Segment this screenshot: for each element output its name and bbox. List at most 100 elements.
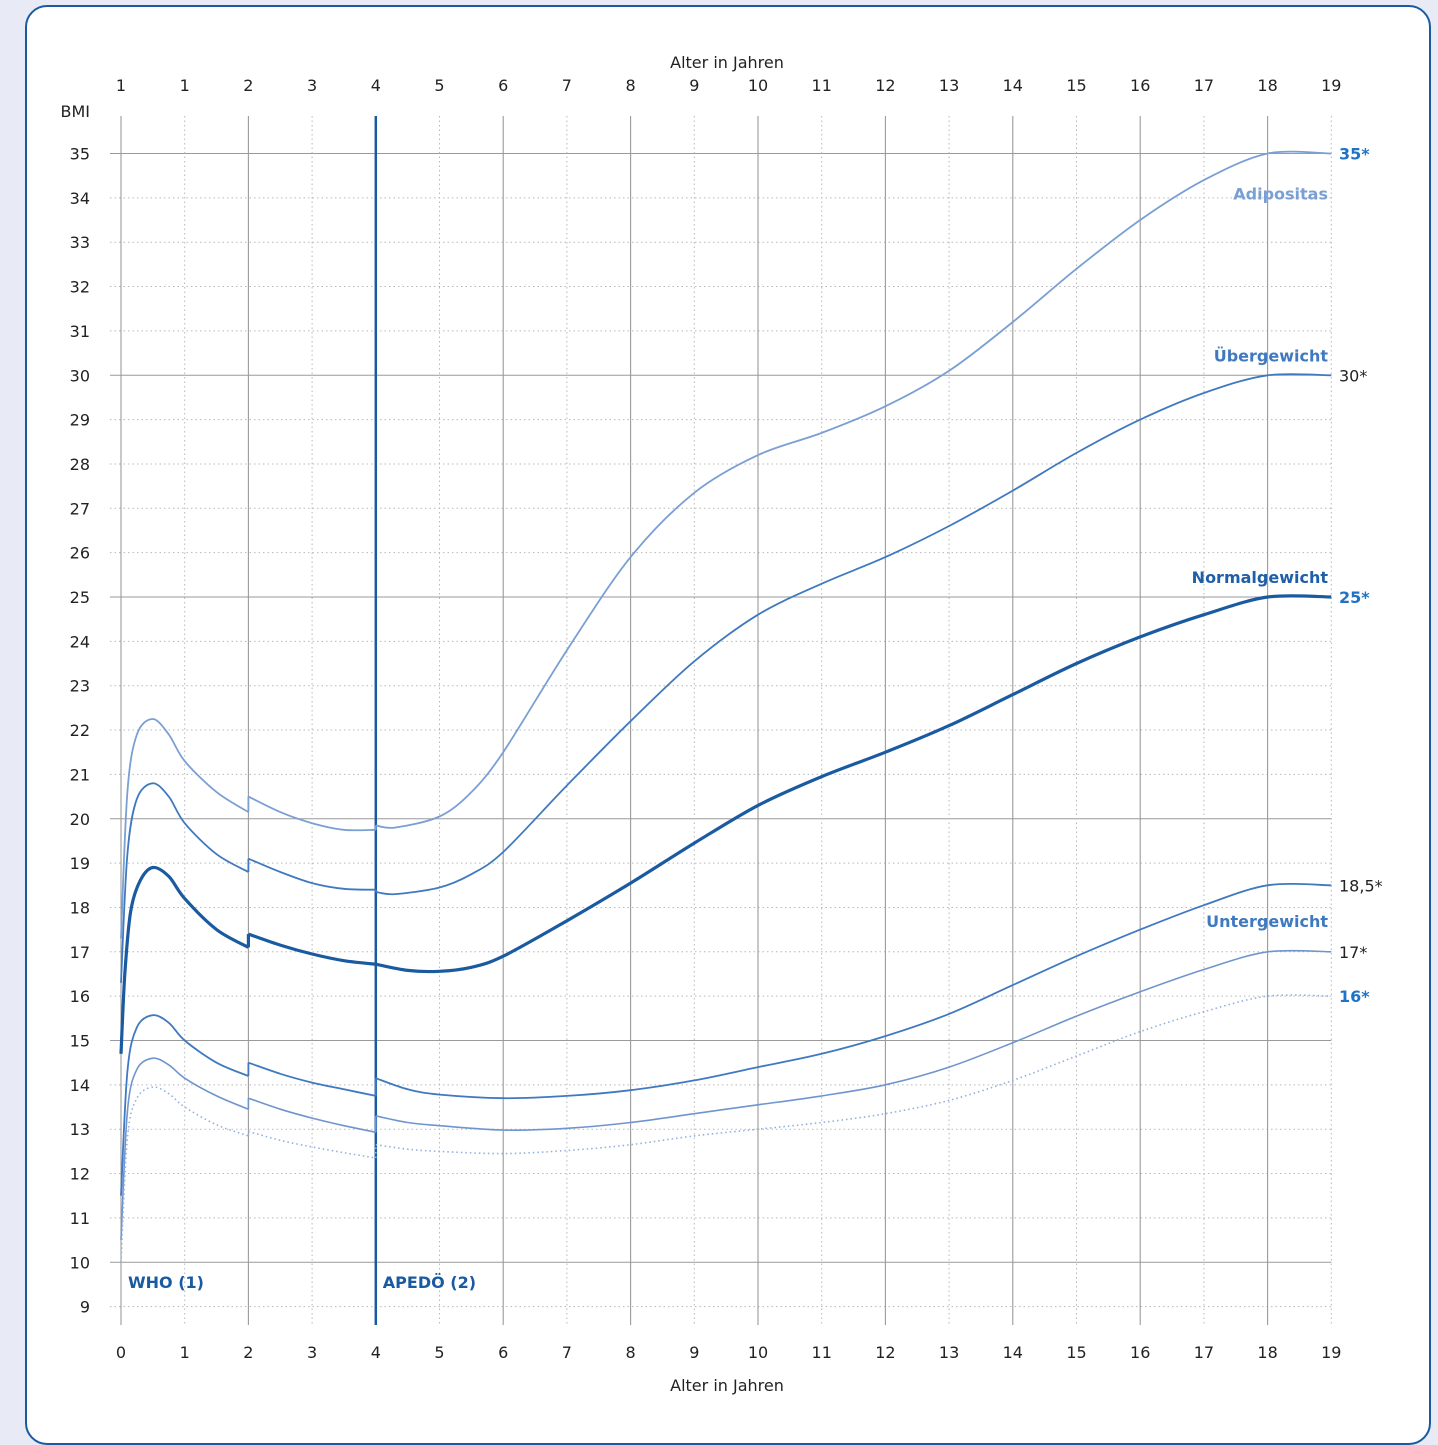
x-tick-label-top: 4: [371, 76, 381, 95]
reference-label: 25*: [1339, 588, 1370, 607]
x-tick-label-bottom: 17: [1194, 1343, 1214, 1362]
y-tick-label: 33: [70, 233, 90, 252]
x-tick-label-bottom: 6: [498, 1343, 508, 1362]
reference-label: 30*: [1339, 366, 1367, 385]
series-line-p16: [375, 994, 1332, 1155]
x-tick-label-bottom: 9: [689, 1343, 699, 1362]
y-tick-label: 18: [70, 898, 90, 917]
x-axis-title-bottom: Alter in Jahren: [670, 1376, 784, 1395]
series-line-p185: [248, 1061, 376, 1097]
y-tick-label: 29: [70, 411, 90, 430]
x-tick-label-top: 3: [307, 76, 317, 95]
y-tick-label: 20: [70, 810, 90, 829]
chart-frame: [25, 5, 1431, 1445]
series-line-p185: [375, 882, 1332, 1100]
x-tick-label-top: 2: [243, 76, 253, 95]
region-label: WHO (1): [128, 1273, 204, 1292]
x-tick-label-bottom: 13: [939, 1343, 959, 1362]
y-tick-label: 27: [70, 499, 90, 518]
x-tick-label-bottom: 19: [1321, 1343, 1341, 1362]
category-label: Untergewicht: [1206, 912, 1328, 931]
x-tick-label-top: 10: [748, 76, 768, 95]
y-tick-label: 9: [80, 1298, 90, 1317]
series-line-p25: [247, 932, 376, 966]
x-tick-label-top: 9: [689, 76, 699, 95]
x-tick-label-bottom: 10: [748, 1343, 768, 1362]
y-tick-label: 15: [70, 1032, 90, 1051]
series-line-p16: [248, 1130, 376, 1159]
y-tick-label: 32: [70, 278, 90, 297]
series-line-p25: [119, 865, 250, 1054]
y-tick-label: 13: [70, 1120, 90, 1139]
x-tick-label-top: 16: [1130, 76, 1150, 95]
x-tick-label-bottom: 18: [1257, 1343, 1277, 1362]
x-tick-label-top: 17: [1194, 76, 1214, 95]
x-tick-label-bottom: 3: [307, 1343, 317, 1362]
x-tick-label-top: 8: [626, 76, 636, 95]
y-tick-label: 14: [70, 1076, 90, 1095]
x-tick-label-top: 1: [116, 76, 126, 95]
y-tick-label: 26: [70, 544, 90, 563]
x-tick-label-top: 18: [1257, 76, 1277, 95]
y-tick-label: 11: [70, 1209, 90, 1228]
series-line-p30: [120, 782, 249, 983]
series-line-p35: [375, 150, 1332, 829]
x-tick-label-bottom: 12: [875, 1343, 895, 1362]
x-tick-label-bottom: 8: [626, 1343, 636, 1362]
series-line-p35: [248, 795, 376, 832]
series-line-p25: [375, 594, 1332, 974]
x-tick-label-bottom: 5: [434, 1343, 444, 1362]
reference-label: 18,5*: [1339, 876, 1383, 895]
y-tick-label: 23: [70, 677, 90, 696]
reference-lines: 35* 30* 25* 18,5* 17* 16*: [1339, 145, 1383, 1007]
x-tick-label-bottom: 1: [180, 1343, 190, 1362]
x-tick-label-top: 13: [939, 76, 959, 95]
series-line-p35: [120, 718, 249, 939]
labels: 9101112131415161718192021222324252627282…: [70, 76, 1342, 1362]
series-line-p30: [248, 857, 376, 891]
category-label: Adipositas: [1233, 184, 1328, 203]
y-axis-title: BMI: [61, 102, 91, 121]
x-tick-label-top: 11: [812, 76, 832, 95]
y-tick-label: 24: [70, 632, 90, 651]
category-label: Normalgewicht: [1192, 568, 1329, 587]
series-line-p17: [120, 1057, 249, 1241]
reference-label: 16*: [1339, 987, 1370, 1006]
y-tick-label: 22: [70, 721, 90, 740]
series-lines: [119, 150, 1332, 1263]
y-tick-label: 17: [70, 943, 90, 962]
x-tick-label-top: 19: [1321, 76, 1341, 95]
grid: [110, 116, 1332, 1325]
region-label: APEDÖ (2): [383, 1273, 476, 1292]
y-tick-label: 31: [70, 322, 90, 341]
x-tick-label-bottom: 2: [243, 1343, 253, 1362]
category-label: Übergewicht: [1214, 346, 1329, 365]
x-axis-title-top: Alter in Jahren: [670, 53, 784, 72]
x-tick-label-top: 1: [180, 76, 190, 95]
y-tick-label: 25: [70, 588, 90, 607]
x-tick-label-bottom: 15: [1066, 1343, 1086, 1362]
y-tick-label: 30: [70, 366, 90, 385]
series-line-p185: [120, 1014, 249, 1196]
series-line-p17: [248, 1097, 376, 1134]
x-tick-label-bottom: 11: [812, 1343, 832, 1362]
x-tick-label-top: 7: [562, 76, 572, 95]
y-tick-label: 12: [70, 1165, 90, 1184]
y-tick-label: 34: [70, 189, 90, 208]
series-line-p17: [375, 949, 1332, 1131]
x-tick-label-top: 12: [875, 76, 895, 95]
x-tick-label-bottom: 4: [371, 1343, 381, 1362]
series-line-p30: [375, 373, 1332, 896]
y-tick-label: 28: [70, 455, 90, 474]
series-line-p16: [120, 1086, 249, 1263]
reference-label: 35*: [1339, 145, 1370, 164]
x-tick-label-top: 5: [434, 76, 444, 95]
y-tick-label: 19: [70, 854, 90, 873]
y-tick-label: 21: [70, 765, 90, 784]
x-tick-label-top: 15: [1066, 76, 1086, 95]
x-tick-label-bottom: 16: [1130, 1343, 1150, 1362]
reference-label: 17*: [1339, 943, 1367, 962]
y-tick-label: 10: [70, 1253, 90, 1272]
y-tick-label: 16: [70, 987, 90, 1006]
